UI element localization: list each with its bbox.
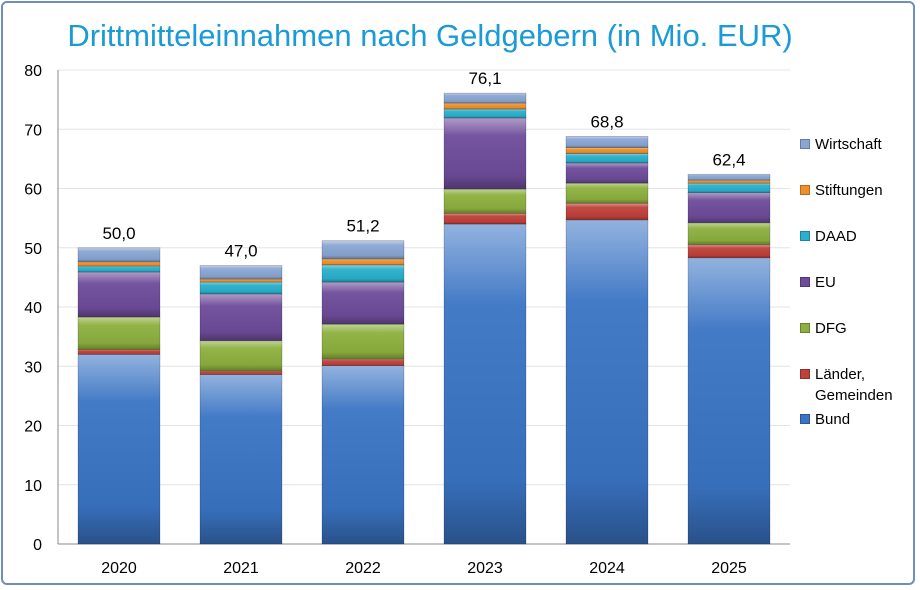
bar-segment-daad-2024 (565, 153, 649, 164)
legend-item: Länder, Gemeinden (800, 364, 893, 406)
legend-swatch (800, 139, 810, 149)
bar-segment-stiftungen-2021 (199, 278, 283, 283)
bar-segment-dfg-2023 (443, 188, 527, 214)
chart-title: Drittmitteleinnahmen nach Geldgebern (in… (67, 18, 793, 53)
bar-segment-wirtschaft-2021 (199, 265, 283, 280)
bar-segment-dfg-2021 (199, 340, 283, 372)
bar-segment-länder-gemeinden-2022 (321, 358, 405, 367)
y-tick-label: 80 (24, 63, 42, 80)
x-tick-label: 2022 (345, 560, 381, 577)
legend-label: Bund (815, 411, 851, 428)
bar-segment-daad-2020 (77, 265, 161, 273)
legend-label: Länder, Gemeinden (815, 366, 893, 404)
bar-segment-bund-2021 (199, 374, 283, 545)
bar-segment-eu-2023 (443, 117, 527, 190)
bar-segment-eu-2024 (565, 162, 649, 184)
y-tick-label: 60 (24, 182, 42, 199)
legend-item: Bund (800, 409, 850, 430)
y-tick-label: 40 (24, 300, 42, 317)
y-tick-label: 10 (24, 478, 42, 495)
legend-label: DFG (815, 320, 847, 337)
x-tick-label: 2025 (711, 560, 747, 577)
bar-segment-dfg-2020 (77, 316, 161, 351)
legend-swatch (800, 323, 810, 333)
legend-item: Stiftungen (800, 180, 883, 201)
bar-segment-daad-2021 (199, 281, 283, 295)
legend-item: DAAD (800, 226, 857, 247)
bar-segment-stiftungen-2022 (321, 258, 405, 266)
total-data-label: 47,0 (224, 242, 257, 261)
bar-segment-wirtschaft-2022 (321, 240, 405, 260)
bar-segment-wirtschaft-2025 (687, 173, 771, 181)
legend-swatch (800, 414, 810, 424)
bar-segment-stiftungen-2025 (687, 179, 771, 184)
total-data-label: 68,8 (590, 112, 623, 131)
legend-swatch (800, 231, 810, 241)
bar-segment-dfg-2025 (687, 222, 771, 246)
y-tick-label: 20 (24, 419, 42, 436)
legend-item: Wirtschaft (800, 134, 882, 155)
legend-item: EU (800, 272, 836, 293)
legend-label: Wirtschaft (815, 136, 882, 153)
legend-swatch (800, 277, 810, 287)
bar-segment-wirtschaft-2023 (443, 92, 527, 104)
bar-segment-länder-gemeinden-2023 (443, 213, 527, 225)
bar-segment-bund-2020 (77, 354, 161, 545)
x-tick-label: 2023 (467, 560, 503, 577)
bar-segment-länder-gemeinden-2021 (199, 370, 283, 375)
bar-segment-eu-2022 (321, 281, 405, 325)
legend-swatch (800, 369, 810, 379)
bar-segment-daad-2022 (321, 264, 405, 283)
legend-label: EU (815, 274, 836, 291)
x-tick-label: 2020 (101, 560, 137, 577)
y-tick-label: 30 (24, 359, 42, 376)
bar-segment-daad-2023 (443, 108, 527, 119)
y-tick-label: 50 (24, 241, 42, 258)
bar-segment-dfg-2024 (565, 182, 649, 204)
bar-segment-dfg-2022 (321, 323, 405, 360)
bar-segment-stiftungen-2020 (77, 261, 161, 267)
bar-segment-wirtschaft-2024 (565, 136, 649, 148)
bar-segment-länder-gemeinden-2024 (565, 202, 649, 221)
legend-label: Stiftungen (815, 182, 883, 199)
legend-swatch (800, 185, 810, 195)
bar-segment-bund-2024 (565, 219, 649, 545)
bar-segment-länder-gemeinden-2025 (687, 244, 771, 259)
total-data-label: 62,4 (712, 150, 745, 169)
bar-segment-stiftungen-2024 (565, 147, 649, 154)
bar-segment-bund-2023 (443, 223, 527, 545)
x-tick-label: 2021 (223, 560, 259, 577)
bar-segment-eu-2020 (77, 271, 161, 318)
y-tick-label: 70 (24, 122, 42, 139)
total-data-label: 51,2 (346, 217, 379, 236)
bar-segment-bund-2022 (321, 365, 405, 545)
bar-segment-wirtschaft-2020 (77, 247, 161, 263)
legend-item: DFG (800, 318, 847, 339)
bar-segment-eu-2025 (687, 192, 771, 224)
bar-segment-bund-2025 (687, 257, 771, 545)
x-tick-label: 2024 (589, 560, 625, 577)
legend-label: DAAD (815, 228, 857, 245)
total-data-label: 76,1 (468, 69, 501, 88)
bar-segment-länder-gemeinden-2020 (77, 349, 161, 355)
bar-segment-stiftungen-2023 (443, 102, 527, 110)
total-data-label: 50,0 (102, 224, 135, 243)
bar-segment-daad-2025 (687, 182, 771, 193)
y-tick-label: 0 (33, 537, 42, 554)
bar-segment-eu-2021 (199, 293, 283, 342)
